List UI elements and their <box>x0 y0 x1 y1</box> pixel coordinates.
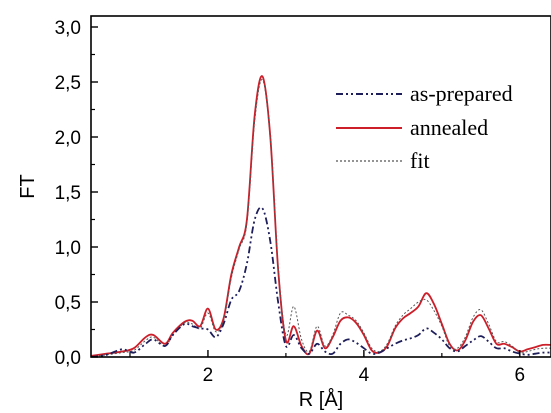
legend: as-prepared annealed fit <box>336 81 513 173</box>
y-tick-label: 0,0 <box>55 348 81 369</box>
legend-label: annealed <box>410 115 488 140</box>
x-tick-label: 2 <box>203 365 214 386</box>
y-axis-title: FT <box>17 174 39 198</box>
plot-frame <box>90 15 551 358</box>
y-tick-label: 2,0 <box>55 128 81 149</box>
legend-label: fit <box>410 148 430 173</box>
y-tick-label: 3,0 <box>55 18 81 39</box>
plot-lines <box>91 75 551 357</box>
series-line-as-prepared <box>91 206 551 357</box>
y-tick-label: 1,5 <box>55 183 81 204</box>
y-axis: 0,0 0,5 1,0 1,5 2,0 2,5 3,0 <box>55 18 98 369</box>
y-tick-label: 0,5 <box>55 293 81 314</box>
x-tick-label: 6 <box>515 365 526 386</box>
x-tick-label: 4 <box>359 365 370 386</box>
series-line-annealed <box>91 75 551 357</box>
y-tick-label: 2,5 <box>55 73 81 94</box>
y-tick-label: 1,0 <box>55 238 81 259</box>
x-axis: 2 4 6 <box>129 350 526 386</box>
legend-label: as-prepared <box>410 81 513 106</box>
x-axis-title: R [Å] <box>299 388 343 411</box>
